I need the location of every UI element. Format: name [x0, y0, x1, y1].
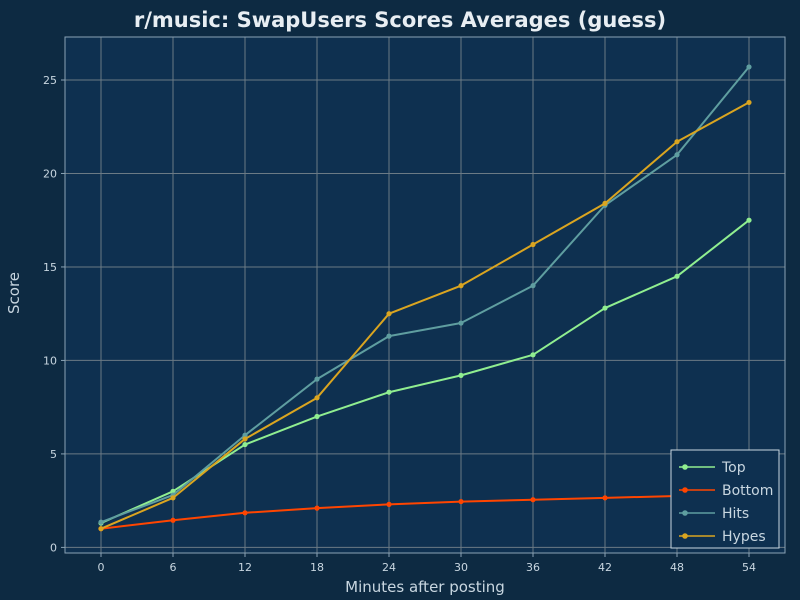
data-point-hypes	[242, 436, 248, 442]
series-hits	[98, 64, 752, 525]
data-point-bottom	[602, 495, 608, 501]
x-tick-label: 30	[454, 561, 468, 574]
axis-ticks: 0 6 12 18 24 30 36 42 48 54 0 5 10 15 20 25	[43, 74, 756, 574]
x-tick-label: 48	[670, 561, 684, 574]
x-tick-label: 54	[742, 561, 756, 574]
data-point-hypes	[314, 395, 320, 401]
y-axis-label: Score	[5, 272, 23, 314]
data-point-top	[458, 372, 464, 378]
y-tick-label: 10	[43, 354, 57, 367]
plot-area	[65, 37, 785, 553]
data-point-top	[314, 413, 320, 420]
x-axis-label: Minutes after posting	[345, 578, 505, 596]
data-point-top	[746, 217, 752, 223]
x-tick-label: 18	[310, 561, 324, 574]
data-point-bottom	[242, 510, 248, 516]
legend-marker-top	[682, 464, 688, 470]
data-point-hits	[458, 320, 464, 326]
data-point-bottom	[386, 501, 392, 507]
series-line-bottom	[100, 493, 750, 530]
legend-marker-bottom	[682, 487, 688, 493]
x-tick-label: 24	[382, 561, 396, 574]
y-tick-label: 20	[43, 167, 57, 180]
legend-label-hypes: Hypes	[722, 529, 766, 545]
data-point-bottom	[314, 505, 320, 511]
data-point-bottom	[458, 498, 464, 505]
data-point-hypes	[386, 311, 392, 317]
data-point-hypes	[602, 200, 608, 206]
data-point-bottom	[530, 497, 536, 503]
y-tick-label: 5	[50, 448, 57, 461]
legend-item-hits: Hits	[679, 506, 749, 522]
data-point-bottom	[170, 517, 176, 523]
x-tick-label: 42	[598, 561, 612, 574]
legend-item-top: Top	[679, 460, 746, 476]
data-point-hypes	[170, 495, 176, 501]
legend-marker-hypes	[682, 533, 688, 539]
data-point-hits	[314, 376, 320, 382]
data-point-hypes	[530, 241, 536, 248]
data-point-hits	[98, 519, 104, 525]
data-point-top	[674, 273, 680, 279]
data-point-hypes	[458, 283, 464, 289]
data-point-top	[386, 389, 392, 395]
y-tick-label: 15	[43, 261, 57, 274]
y-tick-label: 0	[50, 541, 57, 554]
legend-item-bottom: Bottom	[679, 483, 773, 499]
y-tick-label: 25	[43, 74, 57, 87]
legend-label-bottom: Bottom	[722, 483, 773, 499]
legend-label-top: Top	[721, 460, 746, 476]
gridlines	[65, 37, 785, 553]
x-tick-label: 6	[170, 561, 177, 574]
legend-item-hypes: Hypes	[679, 529, 766, 545]
x-tick-label: 12	[238, 561, 252, 574]
data-point-hits	[746, 64, 752, 70]
data-point-top	[242, 441, 248, 448]
data-point-hypes	[674, 139, 680, 145]
data-point-top	[530, 352, 536, 358]
legend-marker-hits	[682, 510, 688, 516]
data-point-hypes	[746, 99, 752, 106]
x-tick-label: 36	[526, 561, 540, 574]
series-line-hits	[100, 66, 750, 524]
legend-label-hits: Hits	[722, 506, 749, 522]
data-point-hits	[674, 152, 680, 158]
data-point-hypes	[98, 526, 104, 532]
legend: Top Bottom Hits Hypes	[670, 449, 780, 549]
chart-title: r/music: SwapUsers Scores Averages (gues…	[134, 8, 666, 32]
x-tick-label: 0	[98, 561, 105, 574]
data-point-hits	[242, 432, 248, 438]
series-hypes	[98, 99, 752, 532]
series-lines	[98, 64, 752, 532]
plot-frame	[64, 36, 786, 554]
data-point-top	[602, 305, 608, 311]
series-line-hypes	[100, 101, 750, 530]
data-point-hits	[530, 283, 536, 289]
data-point-hits	[386, 333, 392, 339]
data-point-top	[170, 488, 176, 494]
